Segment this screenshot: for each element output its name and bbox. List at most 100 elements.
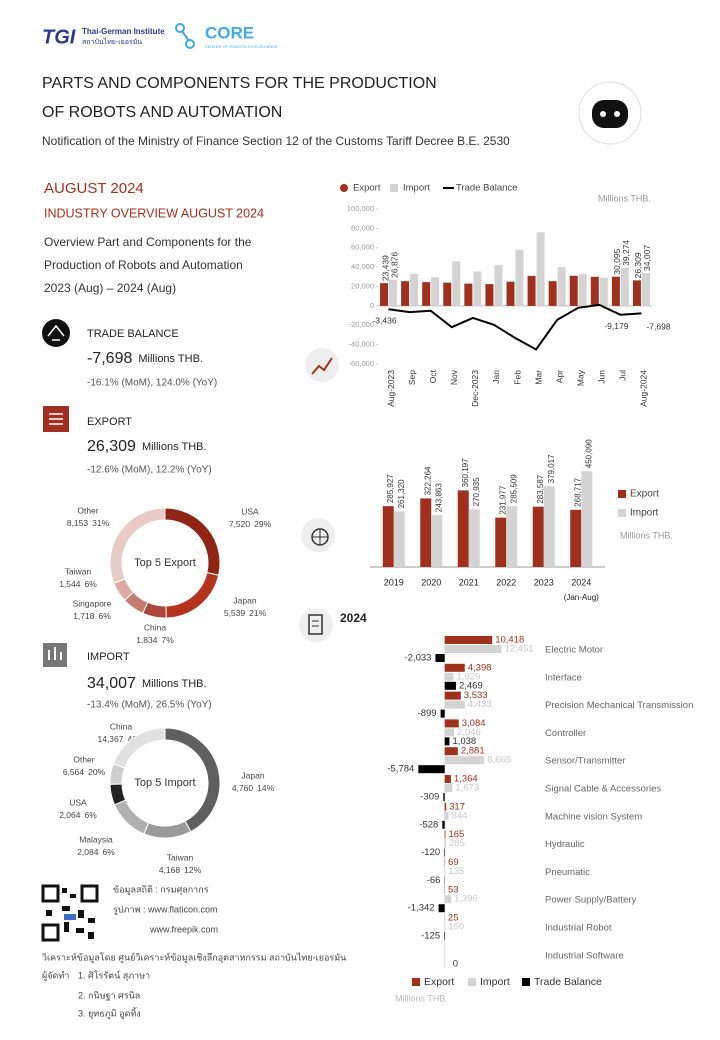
- legend-label: Trade Balance: [456, 183, 517, 194]
- value-label: 25: [448, 913, 459, 924]
- export-icon: [43, 406, 69, 432]
- image-credit: www.freepik.com: [149, 924, 218, 934]
- bar: [431, 515, 443, 567]
- value-label: 360,197: [461, 458, 470, 487]
- org-logo: TGI: [42, 26, 76, 48]
- bar: [444, 756, 485, 765]
- bar: [506, 281, 515, 306]
- globe-icon: [301, 518, 335, 552]
- slice-value-label: 2,084: [77, 847, 99, 857]
- value-label: -309: [420, 792, 439, 803]
- bar: [632, 280, 641, 306]
- legend-swatch: [618, 509, 626, 517]
- x-tick-label: Mar: [533, 370, 543, 385]
- slice-value-label: 2,064: [59, 810, 81, 820]
- bar: [485, 284, 494, 306]
- slice-value-label: 6,564: [63, 767, 85, 777]
- value-label: 0: [453, 958, 458, 969]
- slice-value-label: 4,168: [159, 865, 181, 875]
- indicator-label: EXPORT: [87, 416, 132, 428]
- bar: [444, 923, 446, 931]
- bar: [440, 709, 445, 718]
- bar: [435, 654, 445, 662]
- bar: [536, 232, 545, 306]
- x-tick-label: Feb: [512, 370, 522, 385]
- y-tick-label: 40,000: [351, 262, 374, 271]
- slice-share-label: 6%: [102, 847, 115, 857]
- x-tick-label: Oct: [428, 369, 438, 383]
- description: Overview Part and Components for the: [44, 235, 252, 249]
- bar: [422, 282, 431, 306]
- image-credit: รูปภาพ : www.flaticon.com: [113, 904, 218, 915]
- author: 3. ยุทธภูมิ อูดทิ้ง: [78, 1006, 141, 1019]
- value-label: 270,935: [472, 477, 481, 506]
- bar: [590, 276, 599, 306]
- bar: [444, 672, 454, 681]
- slice-share-label: 12%: [184, 865, 201, 875]
- slice-category: Taiwan: [167, 852, 194, 862]
- slice-value-label: 5,539: [224, 608, 246, 618]
- x-tick-label: Sep: [407, 370, 417, 385]
- slice-value-label: 7,520: [229, 519, 251, 529]
- category-label: Hydraulic: [545, 839, 585, 850]
- robot-icon: [578, 81, 642, 145]
- chart-icon: [305, 348, 339, 382]
- partner-logo: CORE: [205, 23, 254, 42]
- value-label: -2,033: [405, 653, 432, 664]
- donut-slice: [112, 727, 166, 769]
- bar: [380, 283, 389, 306]
- legend-swatch: [618, 490, 626, 498]
- bar: [515, 249, 524, 306]
- legend-label: Export: [424, 976, 454, 988]
- bar: [382, 506, 394, 567]
- bar: [457, 490, 469, 567]
- bar: [431, 277, 440, 306]
- indicator-value: 34,007 Millions THB.: [87, 675, 207, 692]
- bar: [438, 904, 445, 913]
- donut-center: Top 5 Export: [134, 557, 196, 569]
- slice-category: USA: [241, 506, 259, 516]
- slice-share-label: 29%: [254, 519, 271, 529]
- value-label: 4,433: [468, 699, 492, 710]
- bar: [418, 765, 445, 774]
- bar: [569, 275, 578, 306]
- y-tick-label: 100,000: [347, 204, 374, 213]
- slice-category: Malaysia: [79, 834, 113, 844]
- donut-slice: [109, 507, 166, 584]
- source: ข้อมูลสถิติ : กรมศุลกากร: [113, 884, 209, 895]
- slice-value: 7,520 29%: [229, 519, 272, 529]
- value-label: 4,398: [468, 662, 492, 673]
- indicator-label: TRADE BALANCE: [87, 328, 179, 340]
- bar: [548, 281, 557, 306]
- legend-label: Import: [480, 976, 510, 988]
- legend-label: Export: [353, 183, 381, 194]
- value-label: -7,698: [646, 322, 670, 332]
- author: 2. กนิษฐา ศรนิล: [78, 990, 140, 1001]
- indicator-unit: Millions THB.: [142, 678, 207, 690]
- y-tick-label: -60,000: [349, 359, 374, 368]
- slice-value: 6,564 20%: [63, 767, 106, 777]
- description: Production of Robots and Automation: [44, 258, 243, 272]
- slice-value: 4,760 14%: [232, 783, 275, 793]
- value-label: 10,418: [495, 635, 524, 646]
- bar: [611, 276, 620, 306]
- slice-value-label: 1,834: [136, 635, 158, 645]
- value-label: 1,364: [454, 774, 478, 785]
- slice-category: China: [110, 721, 132, 731]
- legend-swatch: [340, 184, 348, 192]
- slice-category: Taiwan: [65, 566, 92, 576]
- x-tick-label: May: [575, 369, 585, 386]
- bar: [532, 506, 544, 567]
- value-label: 8,665: [487, 755, 511, 766]
- legend-label: Import: [630, 508, 659, 519]
- category-note: (Jan-Aug): [564, 593, 599, 602]
- value-label: 23,439: [380, 255, 390, 281]
- slice-value: 5,539 21%: [224, 608, 267, 618]
- indicator-value: -7,698 Millions THB.: [87, 350, 203, 367]
- bar: [444, 867, 446, 876]
- partner-icon: [175, 23, 195, 49]
- value-label: -5,784: [387, 764, 414, 775]
- x-tick-label: Dec-2023: [470, 370, 480, 407]
